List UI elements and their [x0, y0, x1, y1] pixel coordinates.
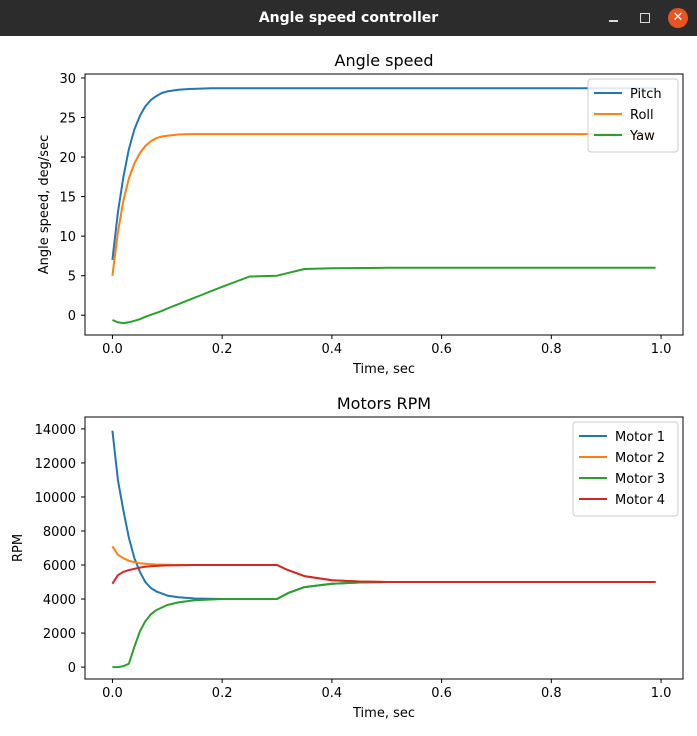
y-tick-label: 10: [59, 230, 76, 245]
series-line-pitch: [111, 87, 656, 261]
legend-box: [572, 421, 679, 517]
x-tick-label: 0.8: [541, 342, 562, 357]
plot-frame: [84, 416, 684, 680]
y-tick-label: 12000: [35, 457, 76, 472]
y-tick-label: 0: [68, 661, 76, 676]
y-tick-label: 25: [59, 112, 76, 127]
series-line-motor-4: [111, 564, 656, 585]
minimize-icon[interactable]: [603, 8, 623, 28]
y-tick-label: 2000: [43, 627, 76, 642]
chart-title: Motors RPM: [337, 394, 431, 413]
x-tick-label: 1.0: [651, 342, 672, 357]
x-tick-label: 0.8: [541, 686, 562, 701]
legend: Pitch Roll Yaw: [587, 78, 679, 153]
legend-label: Motor 3: [615, 472, 665, 487]
x-tick-label: 0.6: [431, 686, 452, 701]
chart-2: Motors RPM 0.0 0.2 0.4 0.6 0.8 1.0 0 2000 4000 600…: [11, 394, 684, 721]
window-titlebar: Angle speed controller ✕: [0, 0, 697, 36]
legend-label: Motor 1: [615, 430, 665, 445]
y-tick-label: 4000: [43, 593, 76, 608]
series-line-roll: [111, 133, 656, 276]
y-tick-label: 20: [59, 151, 76, 166]
y-tick-label: 10000: [35, 491, 76, 506]
legend-box: [587, 78, 679, 153]
maximize-icon[interactable]: [635, 8, 655, 28]
x-tick-label: 0.2: [212, 342, 233, 357]
legend-label: Motor 2: [615, 451, 665, 466]
x-tick-label: 0.4: [322, 342, 343, 357]
close-icon[interactable]: ✕: [668, 8, 688, 28]
series-line-yaw: [112, 266, 656, 325]
chart-1: Angle speed 0.0 0.2 0.4 0.6 0.8 1.0 0 5 10 15 20 25 3…: [37, 51, 684, 377]
legend-label: Pitch: [630, 87, 662, 102]
plot-frame: [84, 73, 684, 336]
series-line-motor-3: [112, 581, 656, 669]
y-tick-label: 6000: [43, 559, 76, 574]
y-tick-label: 14000: [35, 423, 76, 438]
y-axis-label: RPM: [11, 534, 26, 562]
y-tick-label: 30: [59, 72, 76, 87]
y-tick-label: 5: [68, 270, 76, 285]
legend: Motor 1 Motor 2 Motor 3 Motor 4: [572, 421, 679, 517]
x-axis-label: Time, sec: [352, 362, 415, 377]
x-tick-label: 0.4: [322, 686, 343, 701]
y-axis-label: Angle speed, deg/sec: [37, 135, 52, 274]
chart-title: Angle speed: [335, 51, 434, 70]
x-tick-label: 1.0: [651, 686, 672, 701]
legend-label: Motor 4: [615, 493, 665, 508]
x-tick-label: 0.6: [431, 342, 452, 357]
legend-label: Roll: [630, 108, 654, 123]
y-tick-label: 8000: [43, 525, 76, 540]
y-tick-label: 0: [68, 309, 76, 324]
figure-canvas: Angle speed 0.0 0.2 0.4 0.6 0.8 1.0 0 5 10 15 20 25 3…: [11, 51, 684, 721]
y-tick-label: 15: [59, 191, 76, 206]
x-tick-label: 0.0: [102, 686, 123, 701]
legend-label: Yaw: [629, 129, 655, 144]
x-axis-label: Time, sec: [352, 706, 415, 721]
x-tick-label: 0.2: [212, 686, 233, 701]
window-title: Angle speed controller: [258, 10, 439, 26]
x-tick-label: 0.0: [102, 342, 123, 357]
